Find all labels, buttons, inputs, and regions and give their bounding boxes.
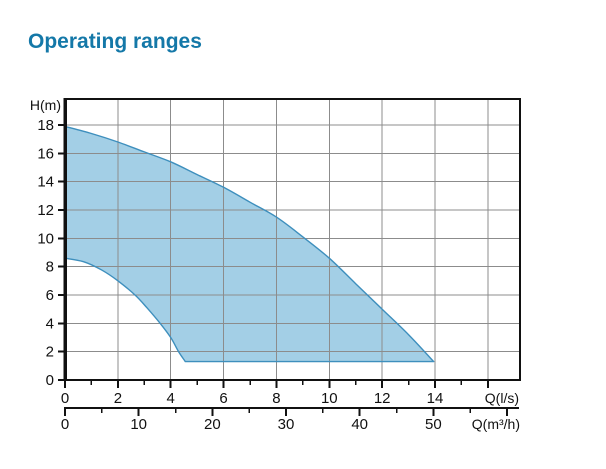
y-tick-label: 18 bbox=[37, 117, 54, 134]
y-tick-label: 10 bbox=[37, 230, 54, 247]
x-secondary-tick-label: 30 bbox=[278, 416, 295, 433]
y-tick-label: 2 bbox=[46, 344, 54, 361]
x-secondary-tick-label: 0 bbox=[61, 416, 69, 433]
x-secondary-tick-label: 50 bbox=[425, 416, 442, 433]
x-primary-tick-label: 8 bbox=[272, 390, 280, 407]
x-secondary-tick-label: 40 bbox=[351, 416, 368, 433]
x-primary-tick-label: 12 bbox=[374, 390, 391, 407]
x-secondary-tick-label: 10 bbox=[130, 416, 147, 433]
operating-range-region bbox=[65, 126, 434, 362]
x-axis-secondary-unit-label: Q(m³/h) bbox=[472, 416, 520, 432]
y-tick-label: 0 bbox=[46, 372, 54, 389]
y-tick-label: 8 bbox=[46, 259, 54, 276]
x-primary-tick-label: 4 bbox=[167, 390, 175, 407]
page-title: Operating ranges bbox=[28, 30, 202, 53]
y-tick-label: 12 bbox=[37, 202, 54, 219]
y-tick-label: 4 bbox=[46, 315, 54, 332]
x-axis-primary-unit-label: Q(l/s) bbox=[485, 390, 519, 406]
x-primary-tick-label: 6 bbox=[219, 390, 227, 407]
x-secondary-tick-label: 20 bbox=[204, 416, 221, 433]
y-axis-unit-label: H(m) bbox=[30, 97, 61, 113]
x-primary-tick-label: 2 bbox=[114, 390, 122, 407]
y-tick-label: 16 bbox=[37, 145, 54, 162]
x-primary-tick-label: 0 bbox=[61, 390, 69, 407]
operating-range-outline bbox=[64, 125, 435, 363]
x-primary-tick-label: 10 bbox=[321, 390, 338, 407]
y-tick-label: 14 bbox=[37, 174, 54, 191]
x-primary-tick-label: 14 bbox=[427, 390, 444, 407]
y-tick-label: 6 bbox=[46, 287, 54, 304]
